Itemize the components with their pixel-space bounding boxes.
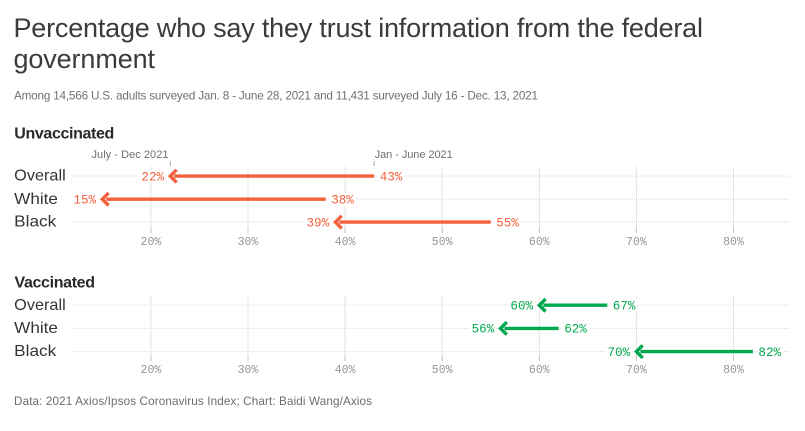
svg-text:Black: Black <box>14 214 57 231</box>
svg-text:40%: 40% <box>335 236 356 249</box>
svg-text:30%: 30% <box>238 236 259 249</box>
svg-text:80%: 80% <box>723 236 744 249</box>
svg-text:Black: Black <box>14 343 57 360</box>
svg-text:70%: 70% <box>626 236 647 249</box>
svg-text:50%: 50% <box>432 364 453 377</box>
svg-text:43%: 43% <box>380 170 403 184</box>
svg-text:70%: 70% <box>626 364 647 377</box>
svg-text:Overall: Overall <box>14 168 65 185</box>
svg-text:government: government <box>14 44 156 74</box>
svg-text:Data: 2021 Axios/Ipsos Coronav: Data: 2021 Axios/Ipsos Coronavirus Index… <box>14 395 372 408</box>
svg-text:20%: 20% <box>141 364 162 377</box>
svg-text:38%: 38% <box>331 194 354 208</box>
svg-text:60%: 60% <box>510 300 533 314</box>
svg-text:82%: 82% <box>758 346 781 360</box>
svg-text:White: White <box>14 320 58 337</box>
svg-text:Jan - June 2021: Jan - June 2021 <box>375 149 453 161</box>
svg-text:July - Dec 2021: July - Dec 2021 <box>92 149 169 161</box>
svg-text:56%: 56% <box>472 323 495 337</box>
svg-text:80%: 80% <box>723 364 744 377</box>
svg-text:Among 14,566 U.S. adults surve: Among 14,566 U.S. adults surveyed Jan. 8… <box>14 89 538 102</box>
svg-text:62%: 62% <box>564 323 587 337</box>
svg-text:67%: 67% <box>613 300 636 314</box>
svg-text:30%: 30% <box>238 364 259 377</box>
svg-text:White: White <box>14 191 58 208</box>
svg-text:60%: 60% <box>529 236 550 249</box>
svg-text:Percentage who say they trust: Percentage who say they trust informatio… <box>14 13 704 43</box>
svg-text:15%: 15% <box>73 194 96 208</box>
svg-text:Overall: Overall <box>14 297 65 314</box>
svg-text:20%: 20% <box>141 236 162 249</box>
svg-text:39%: 39% <box>307 216 330 230</box>
svg-text:22%: 22% <box>141 170 164 184</box>
svg-text:50%: 50% <box>432 236 453 249</box>
svg-text:40%: 40% <box>335 364 356 377</box>
svg-text:55%: 55% <box>496 216 519 230</box>
svg-text:60%: 60% <box>529 364 550 377</box>
svg-text:Unvaccinated: Unvaccinated <box>14 126 114 143</box>
svg-text:70%: 70% <box>608 346 631 360</box>
svg-text:Vaccinated: Vaccinated <box>15 275 96 292</box>
